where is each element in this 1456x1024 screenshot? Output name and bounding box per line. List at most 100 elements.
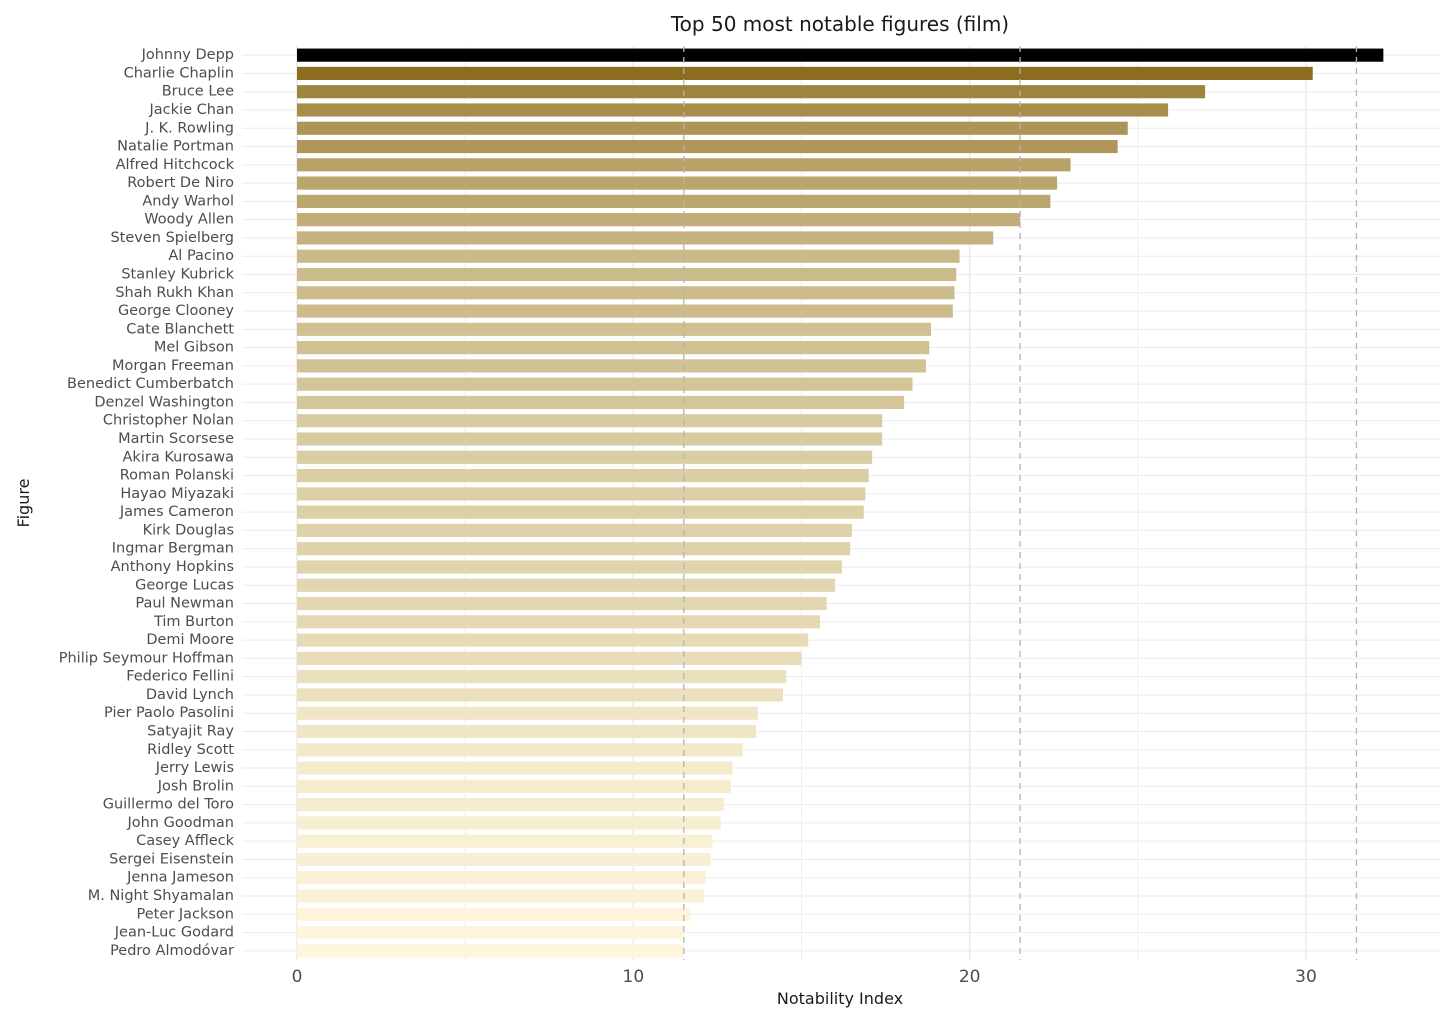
y-tick-label: Cate Blanchett bbox=[126, 321, 234, 337]
bar bbox=[297, 542, 851, 556]
x-tick-label: 10 bbox=[623, 967, 645, 987]
bar bbox=[297, 505, 864, 519]
y-tick-label: Bruce Lee bbox=[162, 84, 234, 100]
x-axis-title: Notability Index bbox=[777, 989, 903, 1008]
bar bbox=[297, 432, 883, 446]
bar bbox=[297, 688, 784, 702]
bar bbox=[297, 48, 1384, 62]
y-tick-label: Woody Allen bbox=[144, 212, 234, 228]
y-tick-label: Guillermo del Toro bbox=[103, 797, 234, 813]
y-tick-label: Casey Affleck bbox=[136, 833, 235, 849]
y-tick-label: Jackie Chan bbox=[149, 102, 234, 118]
x-tick-label: 30 bbox=[1295, 967, 1317, 987]
y-tick-label: Demi Moore bbox=[146, 632, 234, 648]
chart-title: Top 50 most notable figures (film) bbox=[670, 12, 1009, 36]
bar bbox=[297, 852, 711, 867]
y-tick-label: Andy Warhol bbox=[142, 193, 234, 209]
y-tick-label: Akira Kurosawa bbox=[123, 449, 234, 465]
y-tick-label: Steven Spielberg bbox=[110, 230, 234, 246]
bar bbox=[297, 139, 1118, 154]
y-tick-label: J. K. Rowling bbox=[144, 120, 234, 136]
bar bbox=[297, 834, 713, 848]
y-tick-labels: Johnny Depp Charlie Chaplin Bruce Lee Jacki… bbox=[59, 47, 235, 959]
bar bbox=[297, 395, 905, 410]
y-tick-label: George Lucas bbox=[135, 577, 234, 593]
bar bbox=[297, 816, 721, 830]
reference-lines bbox=[683, 46, 1358, 960]
y-tick-label: David Lynch bbox=[146, 687, 234, 703]
y-tick-label: Jerry Lewis bbox=[155, 760, 234, 776]
bar bbox=[297, 944, 684, 958]
bar bbox=[297, 121, 1128, 135]
y-tick-label: Paul Newman bbox=[135, 596, 234, 612]
y-tick-label: Kirk Douglas bbox=[143, 522, 234, 538]
y-tick-label: Martin Scorsese bbox=[118, 431, 234, 447]
y-tick-label: Josh Brolin bbox=[157, 778, 234, 794]
bar bbox=[297, 615, 820, 629]
y-tick-label: Charlie Chaplin bbox=[124, 65, 234, 81]
y-tick-label: Pier Paolo Pasolini bbox=[104, 705, 234, 721]
bar bbox=[297, 341, 930, 355]
bar bbox=[297, 578, 836, 592]
y-tick-label: Christopher Nolan bbox=[103, 413, 234, 429]
y-tick-label: Satyajit Ray bbox=[147, 724, 234, 740]
bar bbox=[297, 359, 926, 373]
bar bbox=[297, 176, 1058, 190]
bar bbox=[297, 761, 733, 775]
bar bbox=[297, 523, 852, 538]
y-tick-label: Federico Fellini bbox=[126, 669, 234, 685]
bar-layer bbox=[297, 48, 1384, 958]
bar bbox=[297, 798, 725, 812]
y-tick-label: Philip Seymour Hoffman bbox=[59, 650, 234, 666]
y-tick-label: Jenna Jameson bbox=[126, 870, 234, 886]
bar bbox=[297, 560, 842, 574]
x-tick-label: 0 bbox=[292, 967, 303, 987]
y-tick-label: Hayao Miyazaki bbox=[120, 486, 234, 502]
y-tick-label: George Clooney bbox=[118, 303, 234, 319]
bar bbox=[297, 889, 704, 903]
bar bbox=[297, 706, 758, 720]
bar bbox=[297, 633, 809, 647]
bar bbox=[297, 779, 731, 793]
bar bbox=[297, 103, 1169, 117]
bar bbox=[297, 249, 960, 263]
bar bbox=[297, 450, 873, 464]
y-tick-label: Natalie Portman bbox=[117, 139, 234, 155]
y-tick-label: M. Night Shyamalan bbox=[88, 888, 234, 904]
y-tick-label: Ridley Scott bbox=[147, 742, 234, 758]
y-tick-label: Morgan Freeman bbox=[112, 358, 234, 374]
y-tick-label: Roman Polanski bbox=[120, 468, 234, 484]
y-tick-label: Tim Burton bbox=[153, 614, 234, 630]
bar bbox=[297, 596, 827, 611]
y-tick-label: Robert De Niro bbox=[127, 175, 234, 191]
y-tick-label: Denzel Washington bbox=[94, 394, 234, 410]
bar bbox=[297, 871, 706, 885]
bar bbox=[297, 286, 955, 300]
x-tick-labels: 0 10 20 30 bbox=[292, 967, 1317, 987]
bar bbox=[297, 724, 757, 739]
bar bbox=[297, 907, 691, 921]
y-tick-label: John Goodman bbox=[126, 815, 234, 831]
bar bbox=[297, 231, 994, 245]
y-tick-label: Mel Gibson bbox=[154, 340, 234, 356]
y-tick-label: Jean-Luc Godard bbox=[114, 925, 234, 941]
y-tick-label: James Cameron bbox=[119, 504, 234, 520]
bar bbox=[297, 487, 866, 501]
bar bbox=[297, 213, 1021, 227]
bar bbox=[297, 85, 1206, 99]
y-tick-label: Anthony Hopkins bbox=[111, 559, 234, 575]
y-tick-label: Peter Jackson bbox=[137, 906, 234, 922]
bar bbox=[297, 158, 1071, 172]
y-axis-title: Figure bbox=[14, 479, 33, 528]
y-tick-label: Alfred Hitchcock bbox=[116, 157, 235, 173]
x-tick-label: 20 bbox=[959, 967, 981, 987]
bar bbox=[297, 304, 953, 318]
y-tick-label: Shah Rukh Khan bbox=[115, 285, 234, 301]
bar bbox=[297, 670, 787, 684]
y-tick-label: Stanley Kubrick bbox=[121, 267, 234, 283]
bar bbox=[297, 267, 957, 282]
bar bbox=[297, 651, 802, 665]
bar bbox=[297, 322, 931, 336]
bar bbox=[297, 468, 869, 483]
